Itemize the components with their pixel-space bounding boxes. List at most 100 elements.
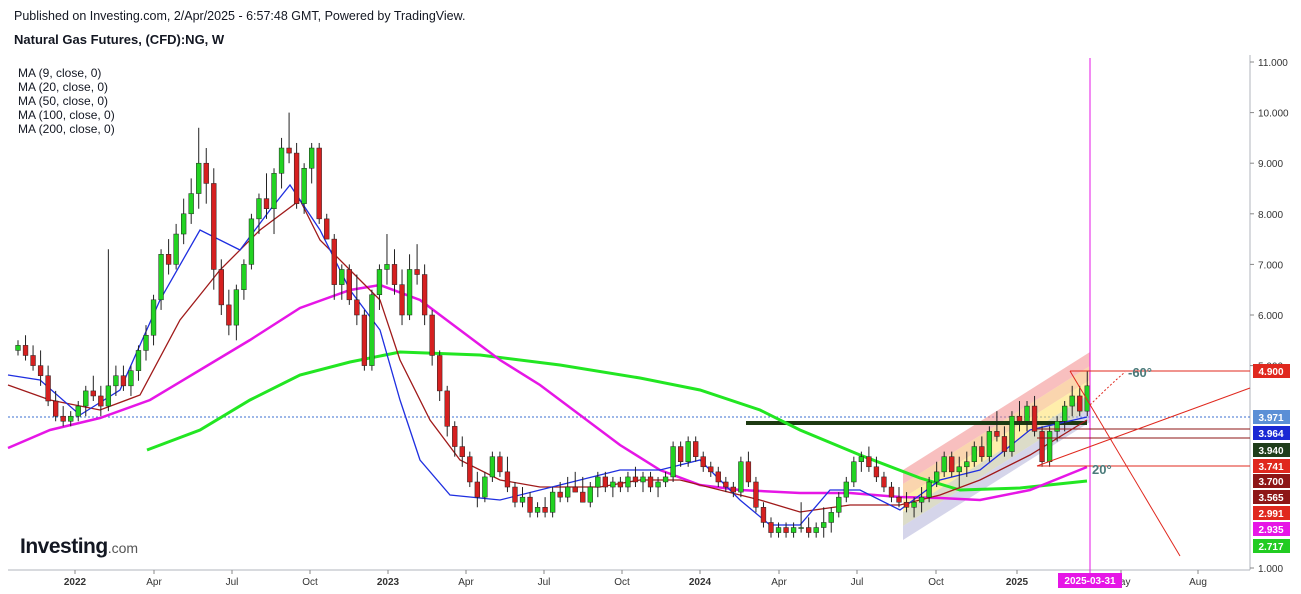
candle-body — [632, 476, 639, 483]
candle-body — [813, 527, 819, 533]
ma-legend-item: MA (100, close, 0) — [18, 108, 115, 122]
candle-body — [866, 456, 872, 468]
candle-body — [587, 486, 593, 503]
ma-legend: MA (9, close, 0) MA (20, close, 0) MA (50,… — [18, 66, 115, 136]
candle-body — [165, 254, 172, 265]
candle-body — [233, 289, 240, 326]
candle-body — [181, 213, 187, 235]
candle-body — [512, 486, 518, 503]
ma9-line — [7, 183, 1088, 526]
candle-body — [452, 426, 458, 447]
candle-body — [128, 370, 134, 387]
candle-body — [986, 431, 993, 457]
candle-body — [1031, 405, 1038, 432]
candle-body — [293, 152, 300, 204]
candle-body — [662, 476, 669, 483]
candle-body — [1062, 405, 1068, 422]
candle-body — [903, 501, 910, 508]
candle-body — [158, 254, 164, 301]
candle-body — [534, 507, 541, 513]
candle-body — [911, 501, 917, 508]
candle-body — [595, 476, 601, 488]
candle-body — [384, 264, 390, 270]
candle-body — [964, 461, 970, 468]
candle-body — [203, 162, 209, 184]
candle-body — [896, 496, 902, 503]
candle-body — [557, 491, 563, 498]
x-tick-label: 2022 — [64, 577, 87, 588]
candle-body — [836, 496, 842, 513]
y-tick-label: 11.000 — [1258, 58, 1288, 69]
candle-body — [994, 431, 1000, 437]
x-tick-label: Aug — [1189, 577, 1207, 588]
candle-body — [768, 522, 774, 533]
candle-body — [429, 314, 435, 356]
candle-body — [135, 350, 142, 371]
candle-body — [218, 269, 224, 306]
candle-body — [15, 345, 21, 351]
ma20-line — [7, 199, 1088, 513]
x-tick-label: 2025 — [1006, 577, 1029, 588]
candle-body — [565, 486, 571, 498]
candle-body — [798, 527, 804, 529]
x-tick-label: Jul — [226, 577, 239, 588]
candle-body — [655, 481, 661, 488]
candle-body — [414, 269, 420, 275]
angle-label-20: 20° — [1092, 462, 1112, 477]
candle-body — [98, 395, 104, 407]
candle-body — [580, 491, 586, 503]
price-label-text: 3.964 — [1258, 429, 1283, 440]
candle-body — [971, 446, 977, 462]
candle-body — [444, 390, 450, 427]
candle-body — [105, 385, 112, 407]
candle-body — [421, 274, 428, 316]
candle-body — [723, 481, 729, 488]
price-label-box — [1253, 459, 1290, 473]
candle-body — [602, 476, 608, 488]
x-tick-label: Apr — [771, 577, 787, 588]
candle-body — [677, 446, 684, 462]
candle-body — [1024, 405, 1030, 422]
candle-body — [1001, 436, 1008, 452]
candle-body — [572, 486, 578, 493]
candle-body — [263, 198, 270, 209]
candle-body — [53, 400, 59, 417]
candle-body — [1069, 395, 1075, 407]
candle-body — [241, 264, 247, 290]
price-label-box — [1253, 443, 1290, 457]
price-label-text: 3.741 — [1258, 462, 1283, 473]
candle-body — [806, 527, 812, 533]
candle-body — [730, 486, 737, 493]
candle-body — [685, 441, 691, 462]
candle-body — [188, 193, 194, 215]
chart-title: Natural Gas Futures, (CFD):NG, W — [14, 32, 225, 47]
candle-body — [331, 238, 337, 285]
candle-body — [37, 365, 44, 376]
current-date-box — [1058, 573, 1122, 588]
candle-body — [625, 476, 631, 488]
candle-body — [858, 456, 865, 462]
price-label-box — [1253, 364, 1290, 378]
candle-body — [30, 355, 36, 366]
candle-body — [934, 471, 940, 483]
trend-line-up — [1036, 387, 1251, 467]
candle-body — [391, 264, 398, 285]
candle-body — [941, 456, 947, 473]
price-label-text: 2.717 — [1258, 542, 1283, 553]
candle-body — [610, 481, 616, 488]
candle-body — [120, 375, 127, 387]
x-tick-label: 2024 — [689, 577, 712, 588]
candle-body — [286, 147, 292, 154]
candle-body — [482, 476, 488, 498]
candle-body — [1084, 385, 1090, 412]
candle-body — [196, 162, 202, 194]
candle-body — [715, 471, 721, 483]
ma-legend-item: MA (50, close, 0) — [18, 94, 109, 108]
price-label-text: 4.900 — [1258, 367, 1283, 378]
candle-body — [369, 294, 375, 366]
angle-arc — [1089, 371, 1126, 406]
ma-legend-item: MA (20, close, 0) — [18, 80, 109, 94]
candle-body — [437, 355, 443, 392]
candle-body — [708, 466, 714, 473]
